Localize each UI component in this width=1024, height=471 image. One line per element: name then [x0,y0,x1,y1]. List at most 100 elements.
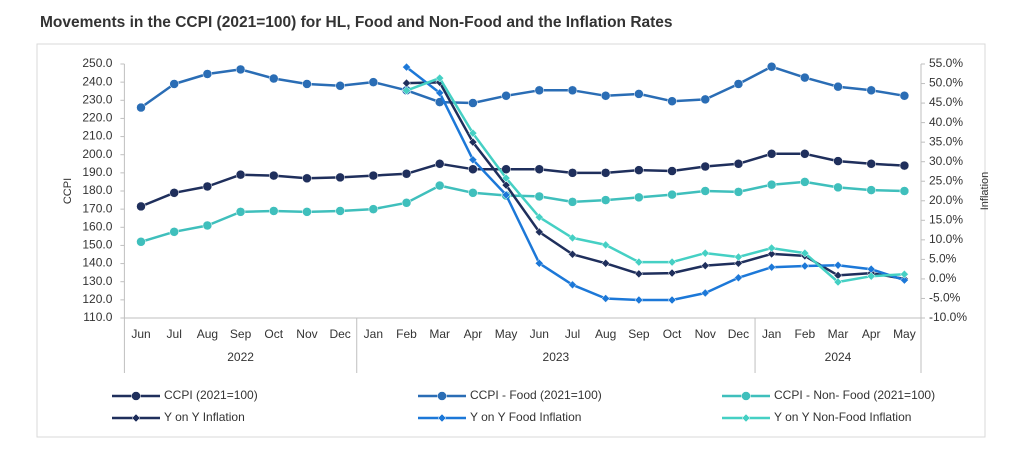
x-tick-label: Nov [695,327,716,341]
y2-tick-label: 55.0% [929,56,963,70]
data-point [169,188,179,198]
data-point [368,77,379,87]
x-tick-label: Apr [464,327,483,341]
y-tick-label: 140.0 [82,256,112,270]
x-tick-label: Oct [264,327,283,341]
data-point [734,273,743,283]
data-point [866,185,876,195]
x-tick-label: Feb [794,327,815,341]
series-line [405,66,905,302]
x-group-label: 2023 [543,350,570,364]
legend-label: CCPI - Food (2021=100) [470,388,602,402]
data-point [136,237,146,247]
x-tick-label: Sep [628,327,650,341]
data-point [700,186,711,196]
data-point [169,227,179,237]
data-point [734,258,743,268]
y-tick-label: 210.0 [82,129,112,143]
series-line [406,76,905,284]
data-point [402,62,411,72]
data-point [600,168,611,178]
data-point [402,78,411,88]
data-point [534,212,544,222]
data-point [899,91,910,101]
data-point [269,73,279,84]
x-tick-label: Jul [167,327,182,341]
data-point [136,201,146,212]
data-point [568,233,577,243]
y2-axis-label: Inflation [979,172,991,211]
data-point [568,249,577,259]
data-point [733,159,744,169]
y2-tick-label: 25.0% [929,173,963,187]
data-point [667,189,677,200]
legend-marker [437,391,447,401]
data-point [235,207,246,217]
y2-tick-label: 20.0% [929,193,963,207]
legend-marker [437,413,447,423]
x-tick-label: Aug [595,327,616,341]
legend-label: Y on Y Inflation [164,410,245,424]
x-tick-label: Jun [131,327,150,341]
data-point [434,159,445,169]
y-tick-label: 170.0 [82,201,112,215]
data-point [601,258,611,268]
data-point [269,206,279,216]
data-point [501,190,511,200]
data-point [534,258,544,268]
data-point [833,182,843,193]
data-point [169,79,179,89]
y-axis-label: CCPI [62,178,74,204]
y2-tick-label: -5.0% [929,291,961,305]
x-tick-label: Jul [565,327,580,341]
data-point [833,260,843,270]
y2-tick-label: 5.0% [929,252,957,266]
data-point [800,261,810,271]
x-tick-label: May [893,327,916,341]
data-point [634,295,644,305]
data-point [700,161,711,172]
data-point [468,137,478,147]
data-point [700,288,710,298]
y-tick-label: 180.0 [82,183,112,197]
data-point [335,172,345,183]
y-tick-label: 130.0 [82,274,112,288]
legend-label: Y on Y Food Inflation [470,410,581,424]
chart-title: Movements in the CCPI (2021=100) for HL,… [40,14,673,31]
data-point [568,280,577,290]
y-tick-label: 220.0 [82,111,112,125]
y-tick-label: 230.0 [82,92,112,106]
data-point [202,181,213,192]
x-tick-label: Apr [862,327,881,341]
data-point [766,61,777,72]
data-point [833,156,843,166]
data-point [900,269,909,279]
data-point [800,149,810,159]
y-tick-label: 250.0 [82,56,112,70]
x-tick-label: Jan [762,327,781,341]
data-point [767,262,776,272]
y2-tick-label: 50.0% [929,76,963,90]
y2-tick-label: 0.0% [929,271,957,285]
legend-label: CCPI (2021=100) [164,388,258,402]
data-point [335,206,345,216]
data-point [368,204,379,214]
series-line [406,81,905,281]
data-point [800,248,810,258]
data-point [600,91,611,101]
x-tick-label: Aug [197,327,218,341]
data-point [866,159,876,169]
data-point [800,72,810,83]
data-point [501,173,511,183]
data-point [634,269,644,279]
data-point [866,85,876,96]
series-line [140,65,905,109]
y2-tick-label: 30.0% [929,154,963,168]
data-point [468,128,478,138]
x-tick-label: Nov [296,327,317,341]
data-point [866,271,876,281]
data-point [567,85,578,96]
data-point [402,86,411,95]
data-point [434,180,445,191]
